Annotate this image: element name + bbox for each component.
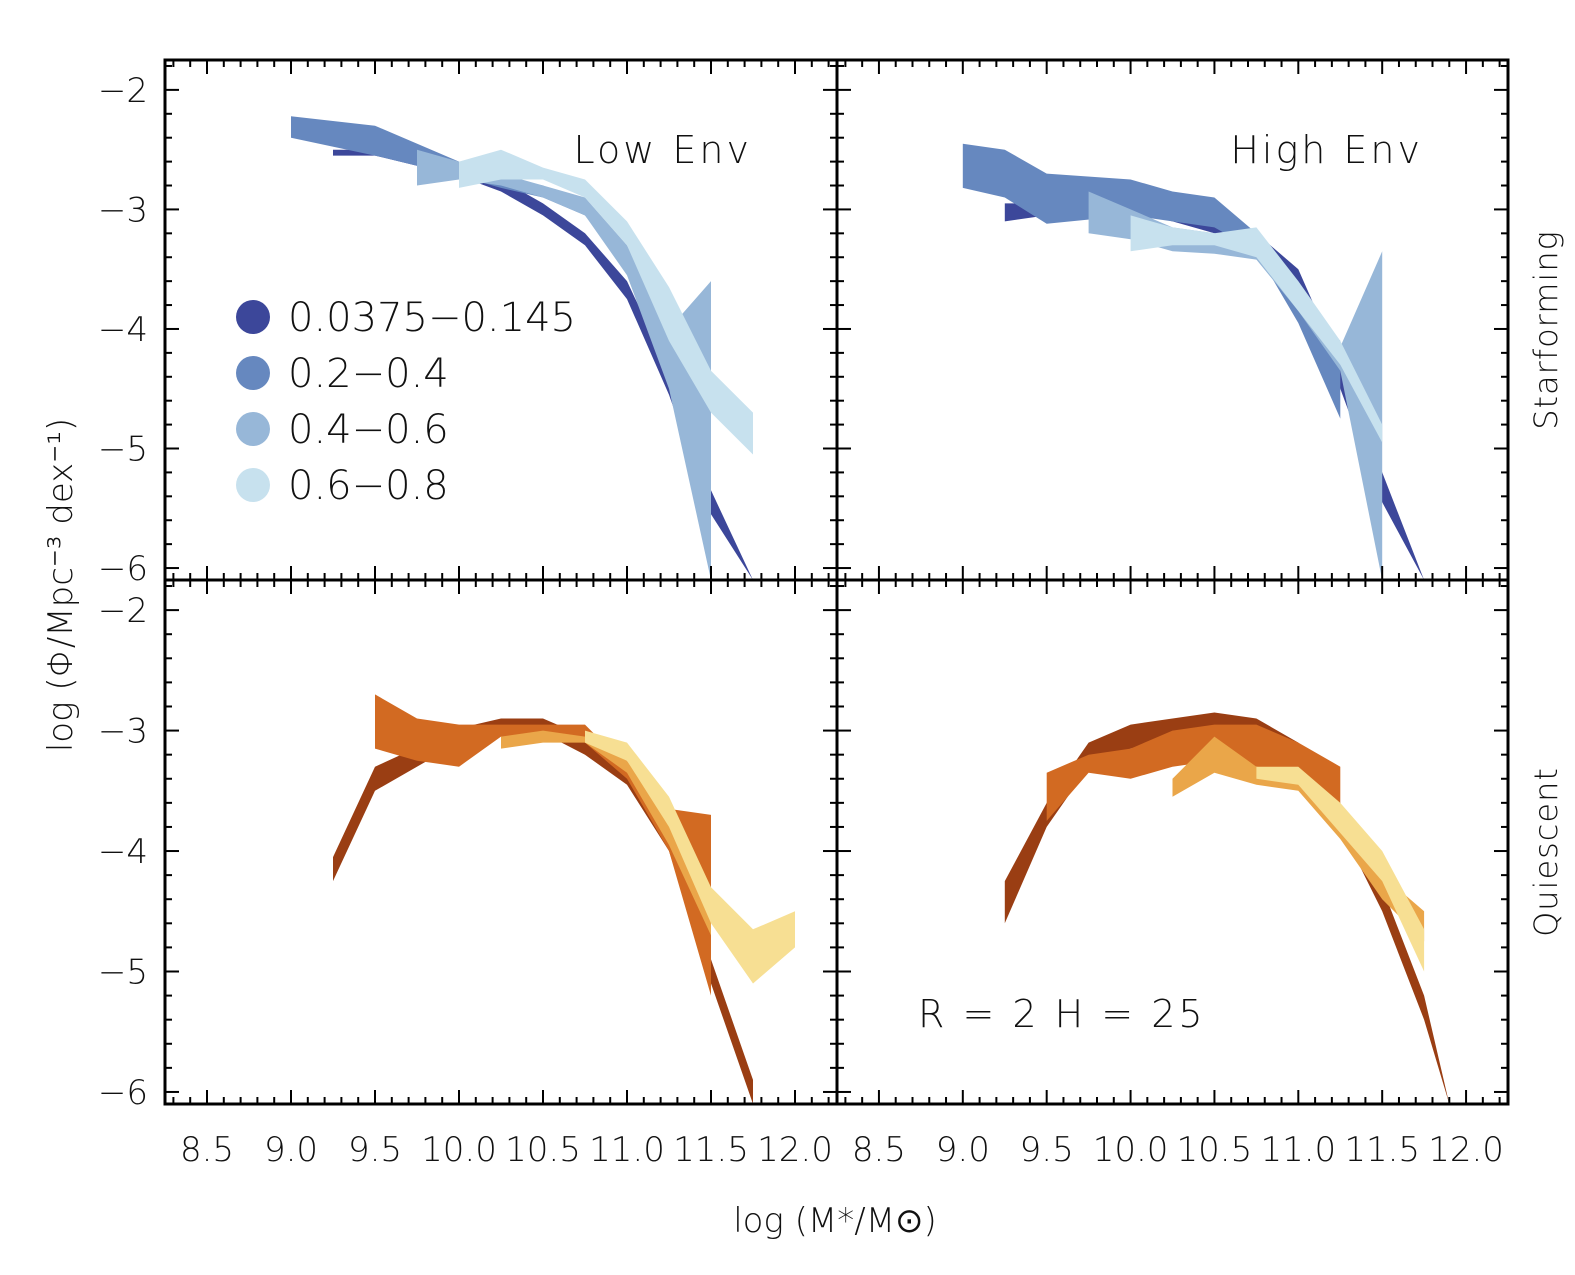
panel-quiescent-high-env (1004, 712, 1450, 1104)
y-tick-label: −2 (98, 591, 148, 631)
y-tick-label: −2 (98, 71, 148, 111)
band-quiescent-high-env-series-3 (1256, 766, 1425, 972)
y-tick-label: −3 (98, 712, 148, 752)
x-tick-label: 11.0 (589, 1130, 665, 1170)
panel-frame-3 (835, 578, 1510, 1106)
y-tick-label: −3 (98, 190, 148, 230)
band-starforming-high-env-series-2 (1088, 191, 1383, 580)
x-tick-label: 9.5 (1020, 1130, 1074, 1170)
x-tick-label: 12.0 (757, 1130, 833, 1170)
x-tick-label: 11.5 (1344, 1130, 1420, 1170)
legend-label-3: 0.6−0.8 (288, 463, 449, 509)
x-tick-label: 9.5 (348, 1130, 402, 1170)
panel-label-low-env: Low Env (574, 128, 753, 172)
band-quiescent-low-env-series-2 (501, 730, 711, 936)
x-tick-label: 10.5 (505, 1130, 581, 1170)
x-tick-label: 10.5 (1177, 1130, 1253, 1170)
legend-swatch-3 (236, 468, 270, 502)
row-label-quiescent: Quiescent (1527, 767, 1565, 937)
band-starforming-high-env-series-1 (962, 143, 1341, 419)
legend-label-1: 0.2−0.4 (288, 351, 449, 397)
panel-quiescent-low-env (333, 694, 795, 1104)
x-tick-label: 11.0 (1260, 1130, 1336, 1170)
y-tick-label: −4 (98, 832, 148, 872)
legend-swatch-0 (236, 300, 270, 334)
ticks-layer: −2−3−4−5−6−2−3−4−5−68.5 9.0 9.5 10.0 10.5 11.… (98, 60, 1508, 1170)
row-label-starforming: Starforming (1527, 230, 1565, 430)
legend: 0.0375−0.145 0.2−0.4 0.4−0.6 0.6−0.8 (236, 295, 576, 509)
x-tick-label: 10.0 (421, 1130, 497, 1170)
y-axis-label: log (Φ/Mpc⁻³ dex⁻¹) (41, 418, 81, 752)
legend-swatch-1 (236, 356, 270, 390)
band-quiescent-high-env-series-1 (1046, 724, 1341, 821)
y-tick-label: −5 (98, 953, 148, 993)
y-tick-label: −6 (98, 1073, 148, 1113)
y-tick-label: −5 (98, 430, 148, 470)
band-quiescent-low-env-series-3 (585, 730, 795, 984)
y-tick-label: −4 (98, 310, 148, 350)
band-starforming-low-env-series-3 (459, 149, 753, 455)
legend-label-0: 0.0375−0.145 (288, 295, 576, 341)
x-tick-label: 9.0 (264, 1130, 318, 1170)
x-axis-label: log (M*/M⊙) (733, 1201, 937, 1241)
annotation-r-h: R = 2 H = 25 (918, 992, 1206, 1036)
x-tick-label: 8.5 (180, 1130, 234, 1170)
panel-frame-2 (163, 578, 839, 1106)
x-tick-label: 12.0 (1428, 1130, 1504, 1170)
y-tick-label: −6 (98, 549, 148, 589)
x-tick-label: 9.0 (936, 1130, 990, 1170)
frames-layer (163, 58, 1510, 1106)
x-tick-label: 10.0 (1093, 1130, 1169, 1170)
panel-starforming-high-env (962, 143, 1425, 580)
panel-starforming-low-env (291, 116, 753, 580)
panel-label-high-env: High Env (1230, 128, 1423, 172)
x-tick-label: 11.5 (673, 1130, 749, 1170)
labels-layer: log (M*/M⊙) log (Φ/Mpc⁻³ dex⁻¹) Low Env … (41, 128, 1565, 1241)
band-starforming-low-env-series-2 (417, 149, 711, 580)
x-tick-label: 8.5 (852, 1130, 906, 1170)
legend-swatch-2 (236, 412, 270, 446)
band-starforming-high-env-series-3 (1130, 215, 1383, 443)
band-starforming-low-env-series-1 (291, 116, 669, 341)
legend-label-2: 0.4−0.6 (288, 407, 449, 453)
panels-layer (291, 116, 1450, 1104)
